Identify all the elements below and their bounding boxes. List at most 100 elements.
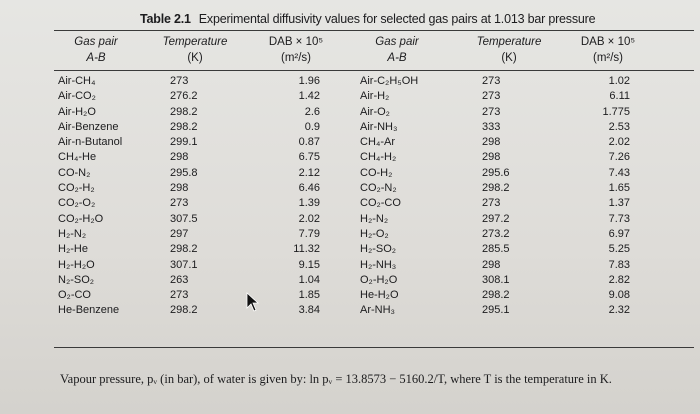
cell-gas-pair: Air-NH₃ (360, 120, 398, 133)
cell-diffusivity: 1.85 (298, 289, 320, 302)
column-gas-pair-left: Air-CH₄ Air-CO₂ Air-H₂O Air-Benzene Air-n-Bu… (58, 74, 158, 319)
cell-temperature: 273 (482, 90, 501, 103)
cell-diffusivity: 1.37 (608, 197, 630, 210)
cell-gas-pair: Air-C₂H₅OH (360, 75, 419, 87)
cell-temperature: 333 (482, 120, 501, 133)
column-temperature-right: 273 273 273 333 298 298 295.6 298.2 273 297.2 273.… (482, 74, 542, 319)
cell-temperature: 298.2 (482, 289, 510, 302)
column-diffusivity-left: 1.96 1.42 2.6 0.9 0.87 6.75 2.12 6.46 1.39 2.02 7.… (280, 74, 320, 319)
cell-temperature: 298 (170, 151, 189, 164)
cell-gas-pair: O₂-CO (58, 289, 91, 302)
cell-gas-pair: CO₂-N₂ (360, 182, 397, 195)
header-diffusivity-left: DAB × 10⁵ (m²/s) (268, 36, 324, 64)
header-temperature-left: Temperature (K) (162, 36, 228, 64)
header-temperature-right: Temperature (K) (476, 36, 542, 64)
cell-gas-pair: H₂-O₂ (360, 227, 389, 240)
cell-diffusivity: 0.9 (304, 120, 320, 133)
table-top-rule (54, 30, 694, 31)
column-temperature-left: 273 276.2 298.2 298.2 299.1 298 295.8 298 273 307… (170, 74, 230, 319)
cell-temperature: 295.1 (482, 304, 510, 317)
cell-diffusivity: 1.39 (298, 197, 320, 210)
cell-gas-pair: O₂-H₂O (360, 273, 398, 286)
cell-diffusivity: 6.75 (298, 151, 320, 164)
cell-diffusivity: 7.26 (608, 151, 630, 164)
cell-gas-pair: Air-Benzene (58, 120, 119, 133)
cell-temperature: 298.2 (170, 304, 198, 317)
cell-diffusivity: 1.65 (608, 182, 630, 195)
cell-temperature: 273 (482, 105, 501, 118)
cell-temperature: 273 (170, 75, 189, 87)
cell-diffusivity: 11.32 (293, 243, 320, 256)
cell-temperature: 298 (482, 151, 501, 164)
cell-temperature: 273 (482, 197, 501, 210)
cell-diffusivity: 5.25 (608, 243, 630, 256)
cell-temperature: 297 (170, 227, 189, 240)
cell-gas-pair: CH₄-H₂ (360, 151, 397, 164)
cell-gas-pair: H₂-SO₂ (360, 243, 397, 256)
cell-temperature: 298.2 (170, 105, 198, 118)
cell-temperature: 298 (482, 258, 501, 271)
column-gas-pair-right: Air-C₂H₅OH Air-H₂ Air-O₂ Air-NH₃ CH₄-Ar CH₄-H… (360, 74, 460, 319)
cell-temperature: 299.1 (170, 136, 198, 149)
cell-diffusivity: 1.42 (298, 90, 320, 103)
column-diffusivity-right: 1.02 6.11 1.775 2.53 2.02 7.26 7.43 1.65 1.37 7.7… (586, 74, 630, 319)
cell-gas-pair: He-H₂O (360, 289, 399, 302)
cell-temperature: 298.2 (482, 182, 510, 195)
table-caption: Table 2.1 Experimental diffusivity values… (140, 12, 596, 26)
cell-diffusivity: 1.04 (298, 273, 320, 286)
cell-temperature: 295.8 (170, 166, 198, 179)
cell-diffusivity: 7.83 (608, 258, 630, 271)
table-caption-label: Table 2.1 (140, 12, 191, 26)
cell-diffusivity: 6.11 (609, 90, 630, 103)
cell-gas-pair: H₂-N₂ (360, 212, 389, 225)
cell-gas-pair: H₂-NH₃ (360, 258, 397, 271)
cell-gas-pair: He-Benzene (58, 304, 120, 317)
cell-diffusivity: 1.02 (608, 75, 630, 87)
cell-gas-pair: Air-CO₂ (58, 90, 96, 103)
cell-gas-pair: CO₂-H₂ (58, 182, 95, 195)
cell-temperature: 307.1 (170, 258, 198, 271)
cell-temperature: 298.2 (170, 243, 198, 256)
cell-diffusivity: 1.96 (298, 75, 320, 87)
table-header-rule (54, 70, 694, 71)
cell-temperature: 273 (482, 75, 501, 87)
cell-diffusivity: 1.775 (602, 105, 630, 118)
cell-gas-pair: CO₂-O₂ (58, 197, 96, 210)
diffusivity-table: Gas pair A-B Temperature (K) DAB × 10⁵ (… (54, 30, 694, 348)
cell-temperature: 298 (482, 136, 501, 149)
header-gas-pair-left: Gas pair A-B (74, 36, 118, 64)
table-caption-text: Experimental diffusivity values for sele… (198, 12, 596, 26)
vapour-pressure-note: Vapour pressure, pᵥ (in bar), of water i… (60, 372, 612, 386)
cell-gas-pair: CH₄-Ar (360, 136, 396, 149)
cell-temperature: 298 (170, 182, 189, 195)
cell-diffusivity: 2.53 (608, 120, 630, 133)
cell-diffusivity: 7.73 (608, 212, 630, 225)
header-diffusivity-right: DAB × 10⁵ (m²/s) (580, 36, 636, 64)
cell-temperature: 273 (170, 197, 189, 210)
cell-gas-pair: CO₂-CO (360, 197, 401, 210)
cell-diffusivity: 2.6 (304, 105, 320, 118)
cell-temperature: 273 (170, 289, 189, 302)
cell-temperature: 297.2 (482, 212, 510, 225)
cell-gas-pair: H₂-H₂O (58, 258, 95, 271)
cell-gas-pair: CO-H₂ (360, 166, 393, 179)
cell-temperature: 273.2 (482, 227, 510, 240)
cell-temperature: 307.5 (170, 212, 198, 225)
cell-gas-pair: H₂-He (58, 243, 88, 256)
cell-gas-pair: CO₂-H₂O (58, 212, 104, 225)
header-gas-pair-right: Gas pair A-B (375, 36, 419, 64)
table-bottom-rule (54, 347, 694, 348)
cell-gas-pair: CH₄-He (58, 151, 97, 164)
cell-diffusivity: 6.97 (608, 227, 630, 240)
cell-gas-pair: Air-H₂O (58, 105, 96, 118)
cell-gas-pair: Air-O₂ (360, 105, 390, 118)
cell-temperature: 276.2 (170, 90, 198, 103)
cell-temperature: 295.6 (482, 166, 510, 179)
cell-diffusivity: 9.08 (608, 289, 630, 302)
cell-diffusivity: 0.87 (298, 136, 320, 149)
cell-temperature: 308.1 (482, 273, 510, 286)
cell-gas-pair: N₂-SO₂ (58, 273, 95, 286)
cell-diffusivity: 2.32 (608, 304, 630, 317)
cell-gas-pair: H₂-N₂ (58, 227, 87, 240)
